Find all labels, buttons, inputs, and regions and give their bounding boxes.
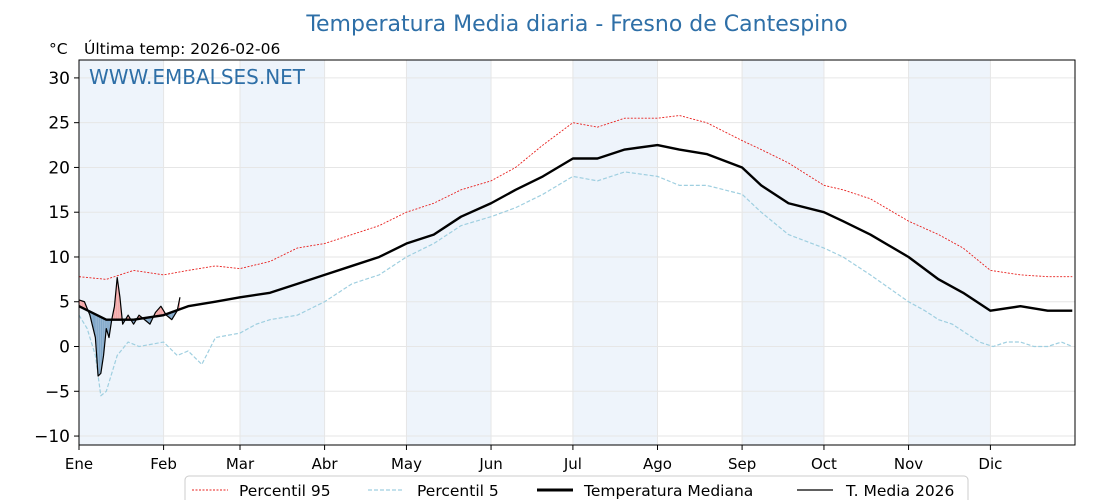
fill-below-median	[98, 315, 99, 377]
fill-below-median	[100, 316, 102, 374]
series-lines	[78, 115, 1073, 397]
month-band-nov	[908, 60, 991, 445]
unit-label: °C	[49, 40, 68, 58]
month-bands	[79, 60, 991, 445]
y-tick-label: 5	[59, 293, 70, 313]
month-band-mar	[239, 60, 325, 445]
legend-label: T. Media 2026	[845, 482, 954, 500]
y-axis-ticks: −10 −5 0 5 10 15 20 25 30	[34, 69, 79, 447]
fill-below-median	[102, 317, 103, 365]
fill-below-median	[108, 319, 110, 338]
legend: Percentil 95 Percentil 5 Temperatura Media…	[184, 475, 969, 500]
y-tick-label: −10	[34, 427, 70, 447]
y-tick-label: 30	[48, 69, 70, 89]
grid-lines	[79, 60, 1075, 445]
fill-below-median	[148, 317, 150, 325]
fill-below-median	[99, 316, 101, 375]
x-tick-label-jul: Jul	[563, 455, 582, 473]
legend-label: Temperatura Mediana	[583, 482, 753, 500]
y-tick-label: 25	[48, 114, 70, 134]
fill-above-median	[83, 301, 85, 309]
fill-below-median	[101, 317, 103, 369]
month-band-jul	[572, 60, 658, 445]
fill-above-median	[117, 277, 118, 320]
month-band-may	[406, 60, 492, 445]
fill-below-median	[107, 319, 109, 336]
x-tick-label-jun: Jun	[478, 455, 502, 473]
x-tick-label-sep: Sep	[728, 455, 756, 473]
y-tick-label: 20	[48, 158, 70, 178]
x-tick-label-ene: Ene	[65, 455, 93, 473]
x-tick-label-mar: Mar	[226, 455, 255, 473]
y-tick-label: 10	[48, 248, 70, 268]
fill-above-median	[81, 300, 84, 309]
legend-box	[184, 475, 969, 500]
fill-above-median	[159, 306, 161, 316]
x-tick-label-may: May	[391, 455, 422, 473]
fill-below-median	[98, 315, 100, 376]
fill-below-median	[102, 317, 104, 360]
watermark: WWW.EMBALSES.NET	[89, 65, 306, 89]
y-tick-label: 0	[59, 338, 70, 358]
series-line-2026	[78, 276, 181, 377]
x-tick-label-abr: Abr	[312, 455, 339, 473]
x-axis-ticks: Ene Feb Mar Abr May Jun Jul Ago Sep Oct Nov Dic	[65, 445, 1002, 473]
legend-label: Percentil 5	[417, 482, 499, 500]
x-tick-label-feb: Feb	[150, 455, 177, 473]
legend-label: Percentil 95	[239, 482, 331, 500]
last-temp-label: Última temp: 2026-02-06	[84, 39, 280, 58]
fill-above-median	[117, 282, 119, 320]
x-tick-label-oct: Oct	[811, 455, 837, 473]
y-tick-label: −5	[45, 382, 70, 402]
series-line-p5	[78, 171, 1073, 397]
x-tick-label-nov: Nov	[894, 455, 923, 473]
y-tick-label: 15	[48, 203, 70, 223]
fill-below-median	[100, 316, 101, 375]
plot-frame	[78, 59, 1076, 446]
x-tick-label-dic: Dic	[978, 455, 1002, 473]
series-line-median	[78, 143, 1073, 321]
x-tick-label-ago: Ago	[643, 455, 672, 473]
month-band-sep	[742, 60, 824, 445]
series-line-p95	[78, 115, 1073, 280]
chart-title: Temperatura Media diaria - Fresno de Can…	[305, 12, 847, 37]
month-band-ene	[79, 60, 164, 445]
fill-below-median	[170, 312, 172, 320]
